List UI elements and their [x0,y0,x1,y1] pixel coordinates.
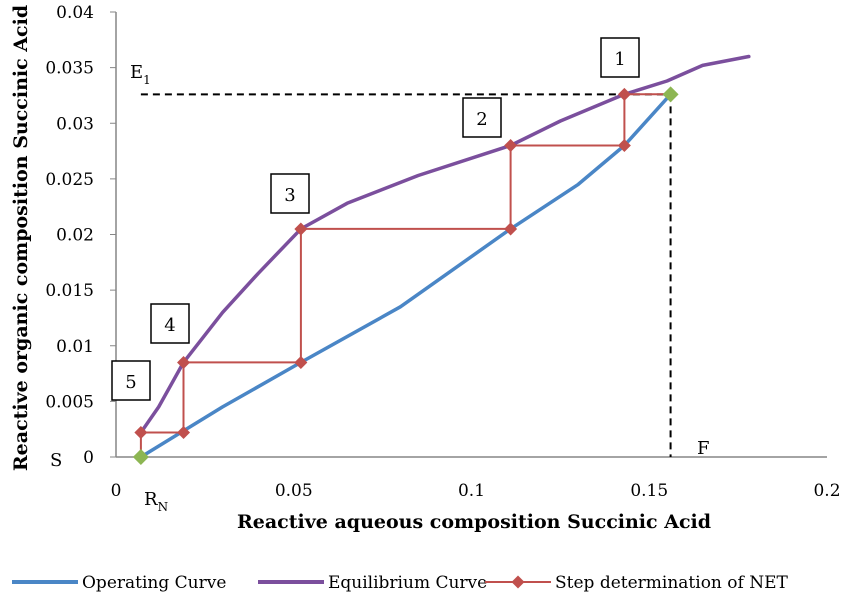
y-tick-label: 0.005 [45,392,94,412]
stage-label: 1 [614,49,625,70]
marker-layer [132,86,679,465]
y-tick-label: 0.035 [45,59,94,79]
stage-labels: 1 2 3 4 5 [111,37,640,401]
annotation-s: S [50,450,62,471]
operating-curve [139,92,673,459]
y-tick-label: 0.03 [56,114,94,134]
x-axis-title: Reactive aqueous composition Succinic Ac… [237,511,711,533]
x-tick-label: 0 [111,481,122,501]
step-line [139,93,672,458]
stage-label: 4 [164,315,175,336]
legend-label-step-line: Step determination of NET [555,573,788,593]
legend-label-equilibrium-curve: Equilibrium Curve [328,573,487,593]
stage-label-box [111,360,151,401]
y-tick-label: 0.04 [56,3,94,23]
y-tick-label: 0.01 [56,337,94,357]
y-tick-label: 0 [83,448,94,468]
step-point [134,426,148,440]
step-point [504,222,518,236]
equilibrium-curve [139,54,751,435]
axes: 0 0.05 0.1 0.15 0.2 0 0.005 0.01 0.015 0.02 0.025 0… [45,3,840,501]
x-tick-label: 0.15 [630,481,668,501]
annotation-rn: RN [144,489,168,514]
step-point [617,139,631,152]
endpoint-point [662,86,679,103]
step-point [504,139,518,152]
step-point [177,355,191,369]
legend-label-operating-curve: Operating Curve [82,573,226,593]
step-point [294,222,308,236]
series-layer [139,54,751,459]
stage-label-box [600,37,640,78]
step-point [294,355,308,369]
endpoint-point [132,449,149,465]
stage-label-box [270,173,310,214]
stage-label-box [150,303,190,344]
legend: Operating Curve Equilibrium Curve Step det… [12,573,788,593]
step-point [617,87,631,101]
step-point [177,426,191,440]
y-tick-label: 0.02 [56,226,94,246]
stage-label: 2 [476,109,487,130]
stage-label: 3 [284,185,295,206]
legend-marker [511,575,525,589]
annotation-e1: E1 [130,62,151,87]
y-tick-label: 0.015 [45,281,94,301]
stage-label-box [462,97,502,138]
reference-lines [140,93,672,457]
x-tick-label: 0.2 [813,481,840,501]
x-tick-label: 0.1 [458,481,485,501]
y-tick-label: 0.025 [45,170,94,190]
y-axis-title: Reactive organic composition Succinic Ac… [10,5,32,471]
x-tick-label: 0.05 [275,481,313,501]
stage-label: 5 [125,372,136,393]
annotation-f: F [697,438,710,459]
